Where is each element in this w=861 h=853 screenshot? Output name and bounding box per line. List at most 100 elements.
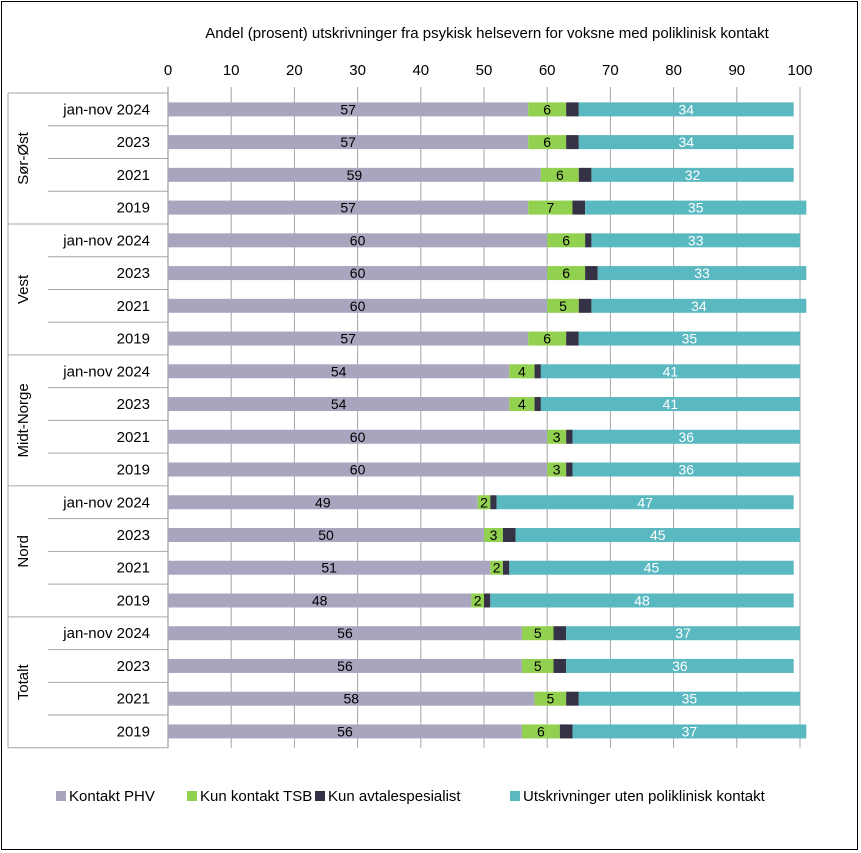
group-label: Sør-Øst <box>15 131 32 184</box>
data-label: 54 <box>331 396 347 412</box>
bar-segment <box>566 429 573 444</box>
bar-segment <box>566 626 800 641</box>
bar-segment <box>484 593 491 608</box>
category-label: 2023 <box>117 658 150 675</box>
data-label: 56 <box>337 723 353 739</box>
bar-segment <box>578 298 592 313</box>
bar-segment <box>566 135 579 150</box>
bar-segment <box>168 495 478 510</box>
category-label: 2021 <box>117 429 150 446</box>
bar-segment <box>591 233 800 248</box>
data-label: 37 <box>682 723 698 739</box>
data-label: 57 <box>340 331 356 347</box>
data-label: 45 <box>644 560 660 576</box>
bar-segment <box>597 266 807 281</box>
x-tick-label: 60 <box>539 62 556 79</box>
category-label: 2023 <box>117 396 150 413</box>
bar-segment <box>528 331 567 346</box>
data-label: 3 <box>553 429 561 445</box>
legend-swatch <box>510 791 520 801</box>
bar-segment <box>578 691 800 706</box>
data-label: 35 <box>688 200 704 216</box>
data-label: 5 <box>534 625 542 641</box>
bar-segment <box>168 658 522 673</box>
category-label: 2021 <box>117 298 150 315</box>
x-tick-label: 80 <box>665 62 682 79</box>
category-label: 2021 <box>117 691 150 708</box>
bar-segment <box>547 429 567 444</box>
data-label: 32 <box>685 167 701 183</box>
bar-segment <box>572 200 586 215</box>
bar-segment <box>547 233 586 248</box>
data-label: 4 <box>518 363 526 379</box>
category-label: 2023 <box>117 265 150 282</box>
bar-segment <box>509 364 535 379</box>
bar-segment <box>168 331 529 346</box>
bar-segment <box>578 102 794 117</box>
bar-segment <box>168 200 529 215</box>
category-label: 2019 <box>117 331 150 348</box>
x-tick-label: 40 <box>412 62 429 79</box>
bar-segment <box>553 626 567 641</box>
bar-segment <box>168 429 548 444</box>
data-label: 3 <box>490 527 498 543</box>
bar-segment <box>168 462 548 477</box>
category-label: jan-nov 2024 <box>62 101 150 118</box>
chart-title: Andel (prosent) utskrivninger fra psykis… <box>205 25 769 42</box>
data-label: 33 <box>688 232 704 248</box>
category-label: jan-nov 2024 <box>62 494 150 511</box>
bar-segment <box>168 724 522 739</box>
bar-segment <box>547 462 567 477</box>
bar-segment <box>534 397 541 412</box>
data-label: 41 <box>663 396 679 412</box>
data-label: 35 <box>682 331 698 347</box>
category-label: 2023 <box>117 134 150 151</box>
bar-segment <box>528 102 567 117</box>
bar-segment <box>547 298 579 313</box>
bar-segment <box>572 429 800 444</box>
bar-segment <box>540 397 800 412</box>
data-label: 4 <box>518 396 526 412</box>
bar-segment <box>578 167 592 182</box>
bar-segment <box>502 527 516 542</box>
data-label: 50 <box>318 527 334 543</box>
x-tick-label: 20 <box>286 62 303 79</box>
category-label: 2023 <box>117 527 150 544</box>
bar-segment <box>168 397 510 412</box>
bar-segment <box>566 102 579 117</box>
bar-segment <box>490 495 497 510</box>
bar-segment <box>490 593 794 608</box>
data-label: 6 <box>562 265 570 281</box>
data-label: 57 <box>340 200 356 216</box>
category-label: 2021 <box>117 167 150 184</box>
data-label: 45 <box>650 527 666 543</box>
bar-segment <box>168 364 510 379</box>
data-label: 58 <box>343 691 359 707</box>
bar-segment <box>509 397 535 412</box>
x-tick-label: 50 <box>476 62 493 79</box>
x-tick-label: 0 <box>164 62 172 79</box>
data-label: 54 <box>331 363 347 379</box>
bar-segment <box>585 200 807 215</box>
bar-segment <box>490 560 503 575</box>
bar-segment <box>168 560 491 575</box>
bar-segment <box>534 691 567 706</box>
category-label: 2019 <box>117 200 150 217</box>
x-tick-label: 90 <box>728 62 745 79</box>
data-label: 33 <box>694 265 710 281</box>
bar-segment <box>534 364 541 379</box>
data-label: 2 <box>480 494 488 510</box>
data-label: 6 <box>543 134 551 150</box>
legend-label: Utskrivninger uten poliklinisk kontakt <box>523 788 766 805</box>
bar-segment <box>528 200 573 215</box>
bar-segment <box>553 658 567 673</box>
data-label: 6 <box>562 232 570 248</box>
bar-segment <box>515 527 800 542</box>
legend-swatch <box>56 791 66 801</box>
bar-segment <box>585 266 598 281</box>
legend-swatch <box>187 791 197 801</box>
bar-segment <box>168 102 529 117</box>
bar-segment <box>566 331 579 346</box>
